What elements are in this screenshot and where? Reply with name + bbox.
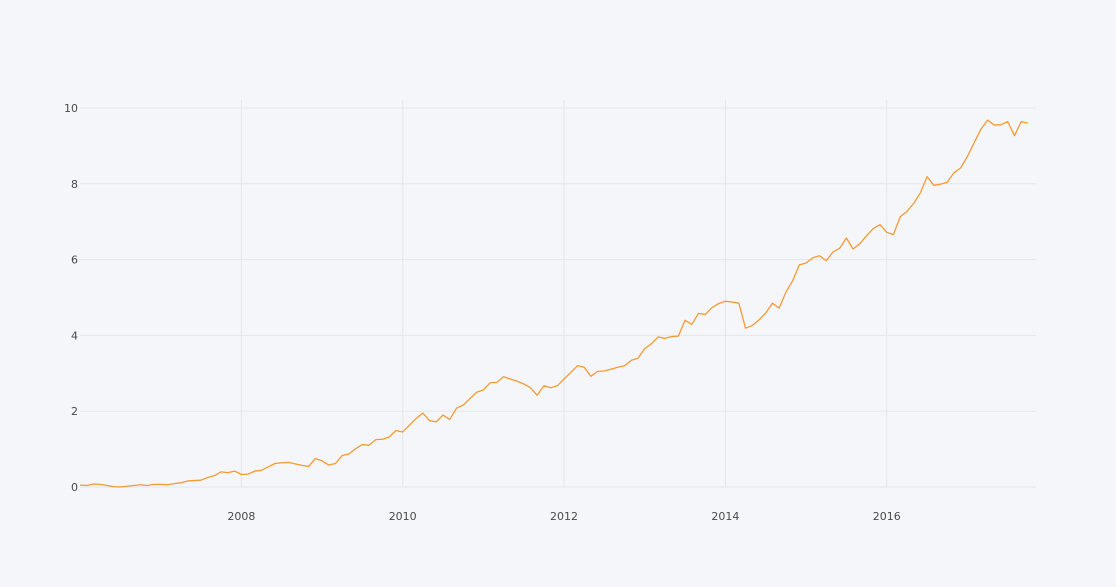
series-layer	[79, 119, 1029, 488]
y-tick-label: 2	[71, 405, 78, 418]
y-tick-label: 6	[71, 254, 78, 267]
x-tick-label: 2008	[227, 510, 255, 523]
y-tick-label: 4	[71, 329, 78, 342]
y-tick-label: 10	[64, 102, 78, 115]
x-tick-label: 2010	[389, 510, 417, 523]
grid-layer	[80, 100, 1036, 488]
x-tick-label: 2016	[873, 510, 901, 523]
y-tick-label: 0	[71, 481, 78, 494]
x-tick-label: 2012	[550, 510, 578, 523]
axis-layer: 0 2 4 6 8 10 2008 2010 2012 2014 2016	[64, 102, 901, 523]
x-tick-label: 2014	[711, 510, 739, 523]
series-line	[79, 119, 1029, 488]
y-tick-label: 8	[71, 178, 78, 191]
